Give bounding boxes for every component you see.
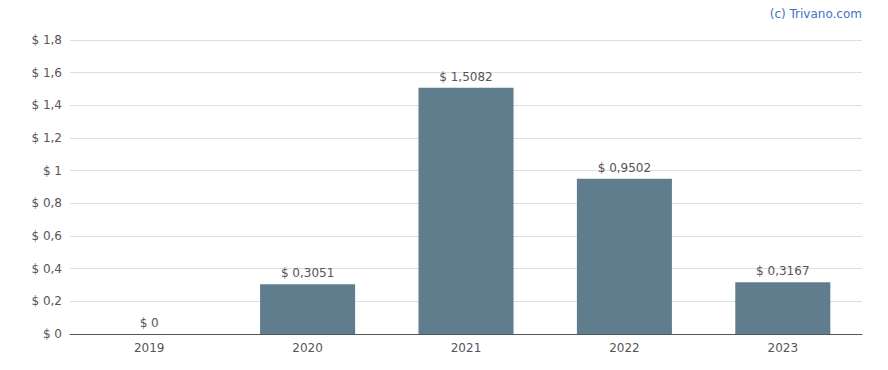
svg-text:$ 0: $ 0 <box>43 327 62 341</box>
svg-text:$ 0,3167: $ 0,3167 <box>756 264 809 278</box>
svg-text:2021: 2021 <box>451 341 482 355</box>
svg-text:$ 1,5082: $ 1,5082 <box>439 70 492 84</box>
svg-text:$ 1,2: $ 1,2 <box>31 131 62 145</box>
svg-text:$ 1,6: $ 1,6 <box>31 66 62 80</box>
svg-text:2020: 2020 <box>292 341 323 355</box>
svg-text:$ 1: $ 1 <box>43 164 62 178</box>
svg-text:$ 0,3051: $ 0,3051 <box>281 266 334 280</box>
svg-text:$ 1,8: $ 1,8 <box>31 33 62 47</box>
svg-text:$ 0,9502: $ 0,9502 <box>598 161 651 175</box>
svg-text:$ 0: $ 0 <box>140 316 159 330</box>
svg-text:$ 0,8: $ 0,8 <box>31 196 62 210</box>
svg-text:(c) Trivano.com: (c) Trivano.com <box>770 7 862 21</box>
svg-text:2023: 2023 <box>768 341 799 355</box>
svg-text:$ 0,6: $ 0,6 <box>31 229 62 243</box>
svg-text:$ 1,4: $ 1,4 <box>31 98 62 112</box>
svg-text:$ 0,2: $ 0,2 <box>31 294 62 308</box>
svg-text:2022: 2022 <box>609 341 640 355</box>
svg-text:$ 0,4: $ 0,4 <box>31 262 62 276</box>
svg-text:2019: 2019 <box>134 341 165 355</box>
